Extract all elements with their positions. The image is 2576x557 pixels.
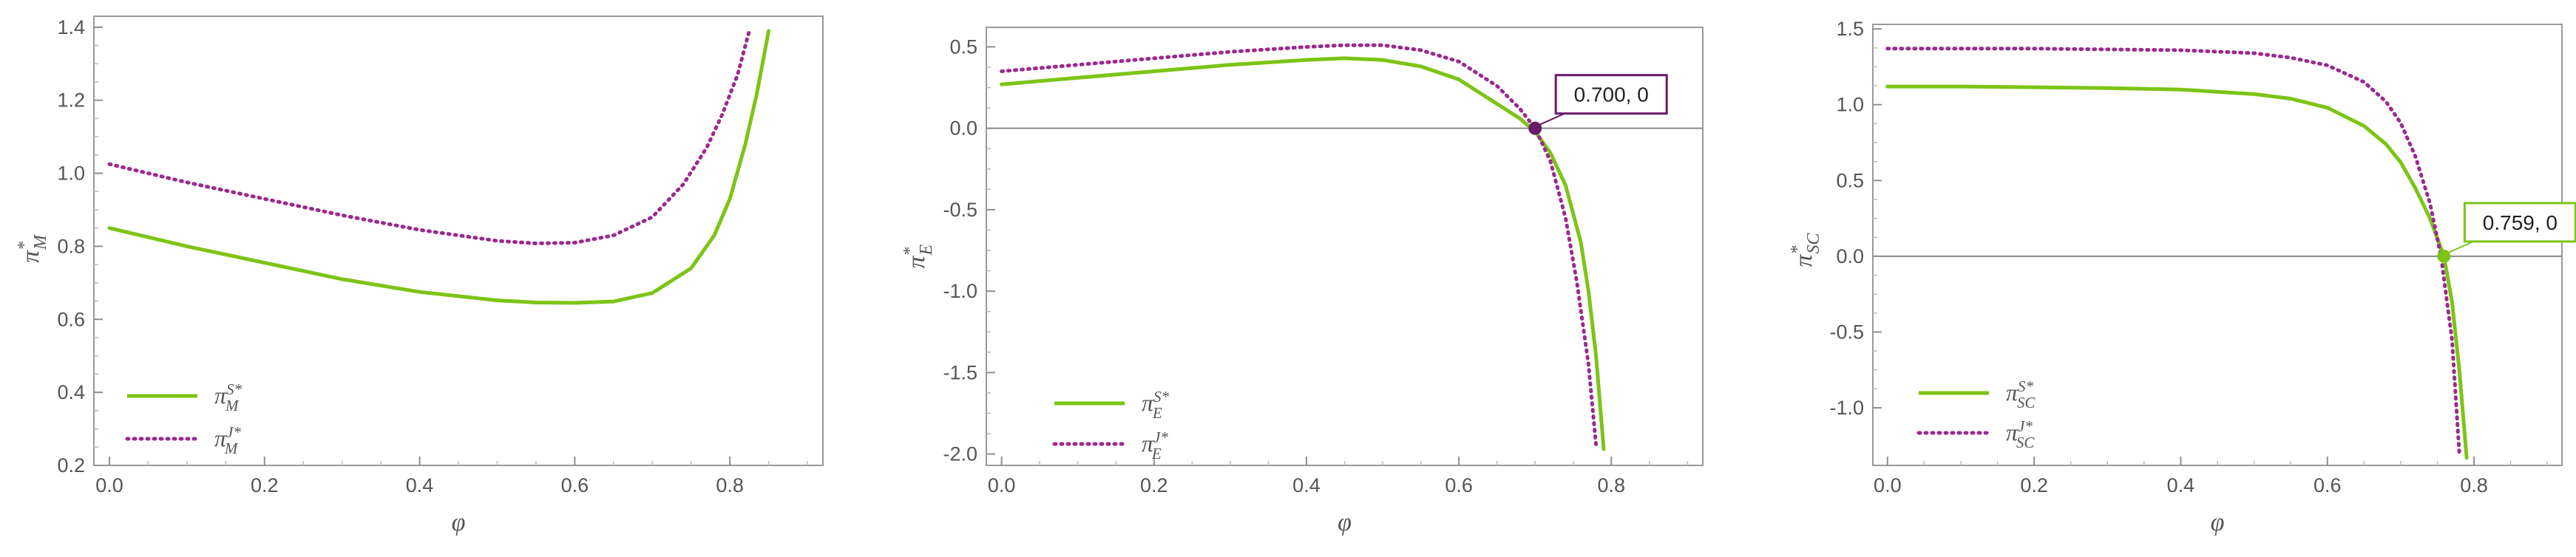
y-tick-label: 0.6 [57,308,85,330]
y-tick-label: -2.0 [943,443,977,465]
y-tick-label: 0.2 [57,454,85,476]
x-tick-label: 0.4 [1292,474,1321,496]
x-tick-label: 0.6 [2314,474,2342,496]
callout-box [1554,74,1668,115]
y-axis-label-group: π*M [15,233,50,263]
chart-panel-1: 0.0 0.2 0.4 0.6 0.8 0.2 0.4 0.6 0.8 1.0 1.2 1.4 φ π*M… [15,16,824,536]
intersection-point [2437,249,2451,263]
y-tick-label: 0.5 [949,35,977,58]
y-tick-label: 1.5 [1836,18,1864,40]
y-tick-label: -0.5 [1829,321,1864,343]
y-axis-label-group: π*SC [1788,232,1823,267]
y-tick-label: 0.0 [949,117,977,140]
legend-label: πS* M [214,380,243,414]
x-tick-label: 0.2 [251,474,279,496]
series-line-solid [107,29,771,305]
y-tick-label: 0.4 [57,381,85,403]
x-axis-label: φ [452,509,466,536]
callout-label: 0.700, 0 [1574,83,1649,106]
x-tick-label: 0.8 [1598,474,1626,496]
y-tick-label: -1.0 [943,280,977,302]
y-tick-label: -1.0 [1829,397,1864,419]
callout-label: 0.759, 0 [2483,211,2558,234]
series-line-solid [1000,56,1606,451]
x-tick-label: 0.0 [95,474,123,496]
y-tick-label: 1.0 [57,163,85,185]
y-tick-label: 1.2 [57,89,85,112]
series-line-solid [1885,84,2469,460]
x-tick-label: 0.0 [988,474,1016,496]
x-tick-label: 0.8 [2460,474,2488,496]
callout-box [2463,202,2576,243]
y-tick-label: -1.5 [943,361,977,383]
callout-leader [2446,240,2474,254]
chart-panel-3: 0.0 0.2 0.4 0.6 0.8 -1.0 -0.5 0.0 0.5 1.0 1.5 φ π*SC… [1788,18,2576,536]
y-tick-label: 1.0 [1836,94,1864,116]
legend-label: πJ* SC [2006,417,2035,451]
x-tick-label: 0.2 [1140,474,1168,496]
x-tick-label: 0.4 [406,474,434,496]
x-tick-label: 0.6 [1445,474,1473,496]
plot-frame [93,16,824,466]
y-tick-label: -0.5 [943,199,977,221]
y-axis-label: π*E [901,244,936,268]
y-tick-label: 0.0 [1836,245,1864,267]
y-axis-label: π*SC [1788,232,1823,267]
y-tick-label: 0.8 [57,235,85,257]
intersection-point [1528,121,1542,135]
series-line-dotted [1885,47,2461,456]
legend-label: πJ* E [1142,428,1168,462]
legend-label: πJ* M [214,423,241,457]
y-axis-label-group: π*E [901,244,936,268]
legend-label: πS* E [1142,388,1170,422]
legend-label: πS* SC [2006,377,2036,411]
x-tick-label: 0.0 [1874,474,1902,496]
series-line-dotted [107,29,751,246]
x-axis-label: φ [1338,509,1352,536]
chart-panel-2: 0.0 0.2 0.4 0.6 0.8 -2.0 -1.5 -1.0 -0.5 0.0 0.5 φ π*… [901,27,1704,536]
y-axis-label: π*M [15,233,50,263]
series-line-dotted [1000,43,1599,448]
x-tick-label: 0.8 [716,474,744,496]
callout-leader [1537,112,1565,126]
y-tick-label: 1.4 [57,16,85,38]
x-tick-label: 0.6 [561,474,589,496]
x-axis-label: φ [2211,509,2225,536]
y-tick-label: 0.5 [1836,169,1864,191]
x-tick-label: 0.2 [2020,474,2048,496]
x-tick-label: 0.4 [2167,474,2195,496]
